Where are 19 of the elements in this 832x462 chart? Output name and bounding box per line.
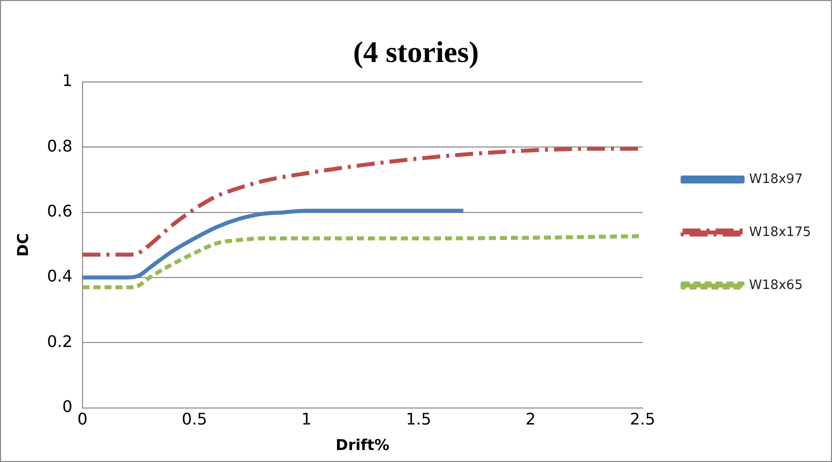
- y-tick-label: 1: [62, 71, 72, 90]
- chart-title: (4 stories): [353, 36, 479, 69]
- y-tick-label: 0.8: [46, 136, 72, 156]
- y-tick-label: 0.2: [46, 332, 72, 351]
- x-tick-label: 0: [77, 410, 88, 429]
- legend-label: W18x97: [749, 172, 803, 187]
- legend-label: W18x175: [749, 224, 812, 240]
- x-tick-label: 2.5: [630, 410, 656, 429]
- y-tick-label: 0.4: [46, 266, 72, 286]
- x-tick-label: 2: [525, 410, 536, 429]
- y-axis-title: DC: [14, 233, 32, 257]
- x-tick-label: 1.5: [406, 410, 432, 429]
- line-series: [82, 208, 466, 280]
- legend-label: W18x65: [749, 278, 803, 293]
- x-axis-title: Drift%: [336, 436, 390, 454]
- x-tick-label: 1: [301, 410, 312, 429]
- x-tick-label: 0.5: [182, 410, 208, 429]
- y-tick-label: 0.6: [46, 201, 72, 220]
- y-tick-label: 0: [62, 396, 72, 416]
